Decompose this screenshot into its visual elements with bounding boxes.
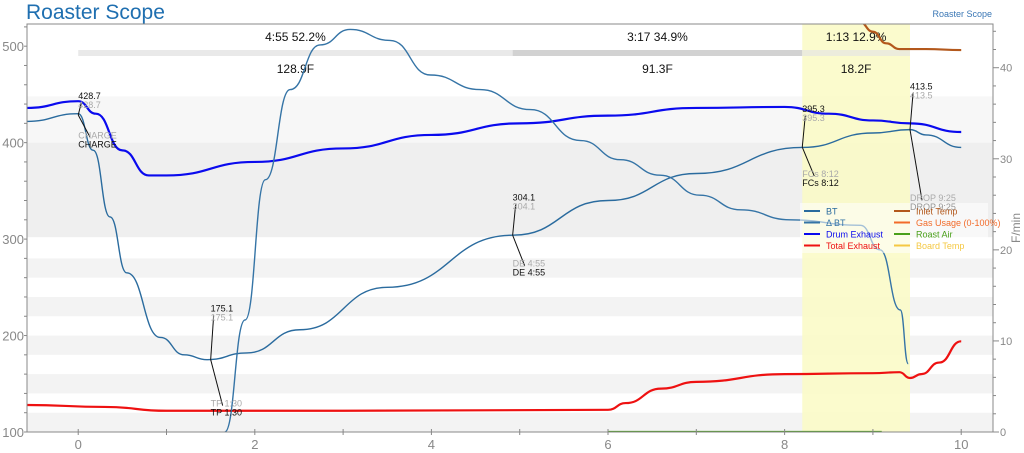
band-stripe: [27, 335, 993, 355]
series-line-drum-exhaust: [27, 100, 962, 177]
band-stripe: [27, 374, 993, 394]
event-label: TP 1:30: [211, 408, 242, 418]
series-line-total-exhaust: [27, 340, 962, 412]
event-label: DE 4:55: [513, 268, 546, 278]
event-label-shadow: DROP 9:25: [910, 193, 956, 203]
phase-bottom-label: 91.3F: [642, 62, 673, 76]
event-leader: [77, 114, 91, 138]
x-tick-label: 4: [428, 437, 435, 452]
event-value-label: 428.7: [78, 91, 101, 101]
band-stripe: [27, 296, 993, 317]
band-stripe: [27, 258, 993, 278]
y-tick-label: 100: [2, 425, 24, 440]
legend-entry: Drum Exhaust: [826, 230, 884, 240]
legend-entry: Δ BT: [826, 218, 846, 228]
event-label-shadow: CHARGE: [78, 130, 117, 140]
x-tick-label: 0: [75, 437, 82, 452]
event-label-shadow: FCs 8:12: [802, 169, 839, 179]
event-value-label: 413.5: [910, 82, 933, 92]
y2-tick-label: 0: [1000, 427, 1006, 439]
event-leader: [512, 234, 526, 266]
event-leader: [77, 103, 82, 116]
legend: BT Inlet Temp Δ BT Gas Usage (0-100%) Drum E…: [800, 203, 1001, 253]
band-stripe: [27, 412, 993, 432]
y-tick-label: 400: [2, 136, 24, 151]
event-value-label: 304.1: [513, 193, 536, 203]
series-line-inlet-temp: [862, 24, 962, 52]
phase-top-label: 4:55 52.2%: [265, 30, 326, 44]
event-label: CHARGE: [78, 139, 117, 149]
phase-bar-1: [512, 50, 803, 56]
event-leader: [512, 204, 517, 236]
x-tick-label: 2: [251, 437, 258, 452]
event-leader: [210, 315, 215, 360]
legend-entry: Gas Usage (0-100%): [916, 218, 1001, 228]
brand-link[interactable]: Roaster Scope: [932, 9, 992, 19]
event-value-shadow: 395.3: [802, 113, 825, 123]
x-tick-label: 6: [604, 437, 611, 452]
event-leader: [210, 359, 224, 406]
phase-top-label: 1:13 12.9%: [826, 30, 887, 44]
x-tick-label: 10: [954, 437, 968, 452]
event-leader: [801, 115, 806, 148]
legend-entry: Inlet Temp: [916, 207, 957, 217]
x-tick-label: 8: [781, 437, 788, 452]
y-tick-label: 300: [2, 232, 24, 247]
event-value-label: 395.3: [802, 104, 825, 114]
y2-tick-label: 40: [1000, 63, 1012, 75]
legend-entry: BT: [826, 207, 838, 217]
event-label-shadow: DE 4:55: [513, 259, 546, 269]
y-tick-label: 200: [2, 329, 24, 344]
event-leader: [909, 93, 914, 130]
y2-tick-label: 10: [1000, 336, 1012, 348]
phase-bar-0: [78, 50, 513, 56]
plot-frame: [26, 23, 994, 433]
event-value-shadow: 413.5: [910, 91, 933, 101]
legend-entry: Roast Air: [916, 230, 953, 240]
y2-tick-label: 20: [1000, 245, 1012, 257]
phase-bottom-label: 18.2F: [841, 62, 872, 76]
legend-entry: Board Temp: [916, 241, 964, 251]
page-title: Roaster Scope: [26, 1, 165, 24]
y2-axis-label: F/min: [1009, 213, 1023, 243]
legend-entry: Total Exhaust: [826, 241, 881, 251]
event-value-shadow: 304.1: [513, 202, 536, 212]
event-label-shadow: TP 1:30: [211, 399, 242, 409]
event-value-label: 175.1: [211, 303, 234, 313]
event-label: FCs 8:12: [802, 178, 839, 188]
phase-top-label: 3:17 34.9%: [627, 30, 688, 44]
y-tick-label: 500: [2, 39, 24, 54]
event-leader: [801, 146, 815, 177]
phase-bottom-label: 128.9F: [277, 62, 314, 76]
series-line-bt: [27, 113, 962, 361]
event-value-shadow: 428.7: [78, 100, 101, 110]
event-value-shadow: 175.1: [211, 312, 234, 322]
event-leader: [909, 129, 923, 201]
phase-bar-2: [802, 50, 910, 56]
y2-tick-label: 30: [1000, 154, 1012, 166]
